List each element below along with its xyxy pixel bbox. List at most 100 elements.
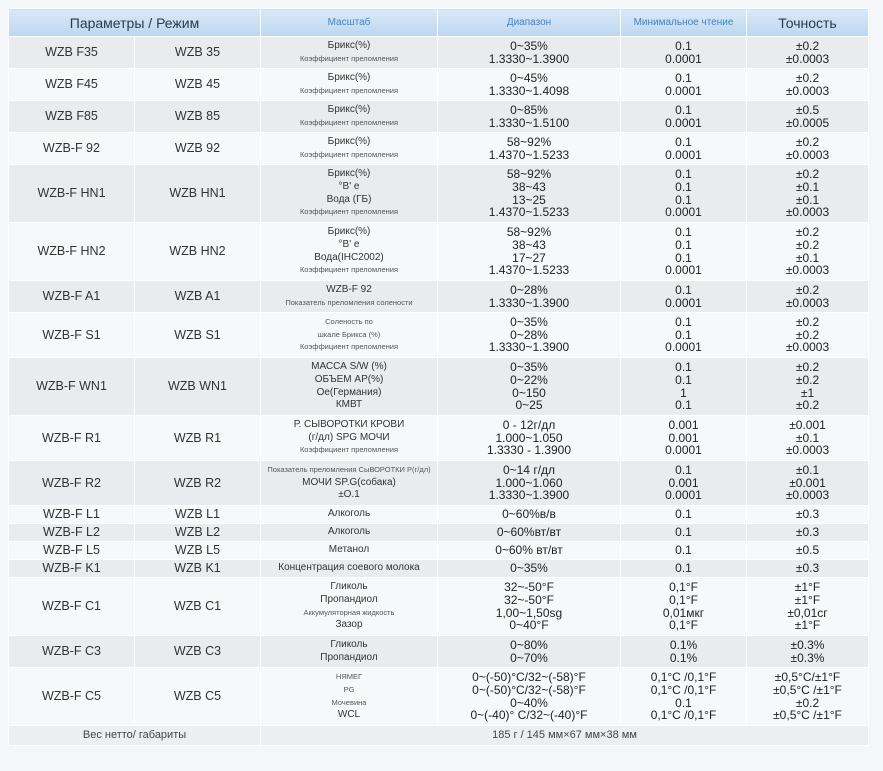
accuracy-line: ±0.0003	[785, 51, 830, 66]
table-row: WZB-F C1 WZB C1 Гликоль Пропандиол Аккумулят…	[8, 577, 869, 636]
range-line: 0~70%	[510, 650, 548, 665]
range-cell: 0~35% 1.3330~1.3900	[437, 36, 621, 69]
min-reading-line: 0.1	[675, 38, 692, 53]
accuracy-line: ±0.0003	[785, 295, 830, 310]
scale-line: Алкоголь	[327, 508, 371, 520]
scale-cell: Гликоль Пропандиол	[260, 635, 438, 668]
accuracy-cell: ±0.5 ±0.0005	[746, 100, 869, 133]
accuracy-line: ±0.0003	[785, 443, 830, 458]
model: WZB C3	[134, 635, 261, 668]
min-reading-line: 0.1	[675, 167, 692, 182]
min-reading-cell: 0.1 0.001 0.0001	[620, 460, 747, 506]
min-reading-line: 0,1°C /0,1°F	[650, 682, 717, 697]
min-reading-line: 0.0001	[665, 488, 702, 503]
min-reading-line: 0.1	[675, 543, 692, 558]
accuracy-cell: ±0.3	[746, 505, 869, 524]
accuracy-line: ±0.1	[795, 192, 820, 207]
accuracy-line: ±0.2	[795, 282, 820, 297]
min-reading-line: 0.1	[675, 561, 692, 576]
range-cell: 0~45% 1.3330~1.4098	[437, 68, 621, 101]
table-row: WZB-F HN2 WZB HN2 Брикс(%) °B' e Вода(IHC200…	[8, 222, 869, 281]
min-reading-cell: 0.1	[620, 559, 747, 578]
scale-line: Р. СЫВОРОТКИ КРОВИ	[293, 419, 405, 431]
scale-cell: Брикс(%) Коэффициент преломления	[260, 68, 438, 101]
range-line: 1.3330~1.3900	[488, 295, 570, 310]
accuracy-line: ±0.3	[795, 525, 820, 540]
model: WZB 85	[134, 100, 261, 133]
accuracy-line: ±0.1	[795, 179, 820, 194]
model-f: WZB-F C1	[8, 577, 135, 636]
table-row: WZB-F A1 WZB A1 WZB-F 92 Показатель преломл…	[8, 280, 869, 313]
accuracy-line: ±0.2	[795, 315, 820, 330]
scale-line: Коэффициент преломления	[299, 149, 399, 159]
model: WZB HN2	[134, 222, 261, 281]
min-reading-line: 0.1	[675, 398, 692, 413]
range-line: 0~(-50)°C/32~(-58)°F	[472, 670, 586, 685]
scale-cell: Алкоголь	[260, 523, 438, 542]
scale-cell: Метанол	[260, 541, 438, 560]
accuracy-line: ±0.0003	[785, 488, 830, 503]
scale-line: Брикс(%)	[327, 71, 371, 83]
model: WZB 35	[134, 36, 261, 69]
min-reading-line: 0,1°C /0,1°F	[650, 670, 717, 685]
scale-line: Показатель преломления СыВОРОТКИ Р(г/дл)	[267, 465, 431, 475]
spec-body: WZB F35 WZB 35 Брикс(%) Коэффициент преломл…	[8, 36, 869, 726]
accuracy-cell: ±0.2 ±0.0003	[746, 132, 869, 165]
scale-line: Вода (ГБ)	[326, 193, 372, 205]
accuracy-line: ±0.2	[795, 695, 820, 710]
min-reading-line: 0.0001	[665, 205, 702, 220]
range-cell: 0~35% 0~28% 1.3330~1.3900	[437, 312, 621, 358]
min-reading-line: 0.0001	[665, 443, 702, 458]
scale-line: Коэффициент преломления	[299, 207, 399, 217]
model: WZB HN1	[134, 164, 261, 223]
header-scale: Масштаб	[260, 8, 438, 37]
scale-line: PG	[343, 684, 355, 694]
range-cell: 58~92% 1.4370~1.5233	[437, 132, 621, 165]
scale-line: Алкоголь	[327, 526, 371, 538]
accuracy-line: ±0.0003	[785, 83, 830, 98]
scale-cell: Брикс(%) Коэффициент преломления	[260, 132, 438, 165]
header-accuracy: Точность	[746, 8, 869, 37]
range-line: 38~43	[512, 237, 546, 252]
model: WZB C1	[134, 577, 261, 636]
header-row: Параметры / Режим Масштаб Диапазон Миним…	[8, 8, 869, 37]
model: WZB K1	[134, 559, 261, 578]
scale-cell: Брикс(%) Коэффициент преломления	[260, 36, 438, 69]
scale-cell: Гликоль Пропандиол Аккумуляторная жидкость…	[260, 577, 438, 636]
scale-line: МАССА S/W (%)	[311, 361, 387, 373]
model-f: WZB-F L2	[8, 523, 135, 542]
scale-line: Коэффициент преломления	[299, 85, 399, 95]
range-cell: 0~14 г/дл 1.000~1.060 1.3330~1.3900	[437, 460, 621, 506]
min-reading-line: 0.0001	[665, 51, 702, 66]
min-reading-line: 0.001	[668, 430, 699, 445]
min-reading-line: 0.1	[675, 282, 692, 297]
scale-line: Вода(IHC2002)	[314, 251, 384, 263]
scale-line: Концентрация соевого молока	[278, 562, 420, 574]
range-line: 58~92%	[506, 225, 552, 240]
range-line: 58~92%	[506, 167, 552, 182]
scale-line: шкале Брикса (%)	[317, 329, 381, 339]
header-min-reading: Минимальное чтение	[620, 8, 747, 37]
model: WZB WN1	[134, 357, 261, 416]
min-reading-line: 0.1%	[669, 650, 698, 665]
scale-line: Коэффициент преломления	[299, 53, 399, 63]
min-reading-line: 0.1	[675, 372, 692, 387]
min-reading-line: 0.1	[675, 102, 692, 117]
model-f: WZB-F S1	[8, 312, 135, 358]
range-line: 1.4370~1.5233	[488, 205, 570, 220]
scale-cell: Р. СЫВОРОТКИ КРОВИ (г/дл) SPG МОЧИ Коэффиц…	[260, 415, 438, 461]
accuracy-cell: ±0.5	[746, 541, 869, 560]
min-reading-line: 0.0001	[665, 295, 702, 310]
range-line: 0~60%в/в	[502, 507, 556, 522]
accuracy-line: ±0.0003	[785, 263, 830, 278]
min-reading-cell: 0,1°C /0,1°F 0,1°C /0,1°F 0.1 0,1°C /0,1°F	[620, 667, 747, 726]
accuracy-cell: ±0.3	[746, 559, 869, 578]
range-cell: 0~60% вт/вт	[437, 541, 621, 560]
range-line: 0~45%	[510, 70, 548, 85]
min-reading-cell: 0.1 0.1 0.1 0.0001	[620, 222, 747, 281]
range-cell: 0~35%	[437, 559, 621, 578]
range-line: 0~35%	[510, 38, 548, 53]
range-line: 0~60% вт/вт	[495, 543, 563, 558]
accuracy-cell: ±0.2 ±0.0003	[746, 36, 869, 69]
min-reading-line: 0,1°C /0,1°F	[650, 708, 717, 723]
